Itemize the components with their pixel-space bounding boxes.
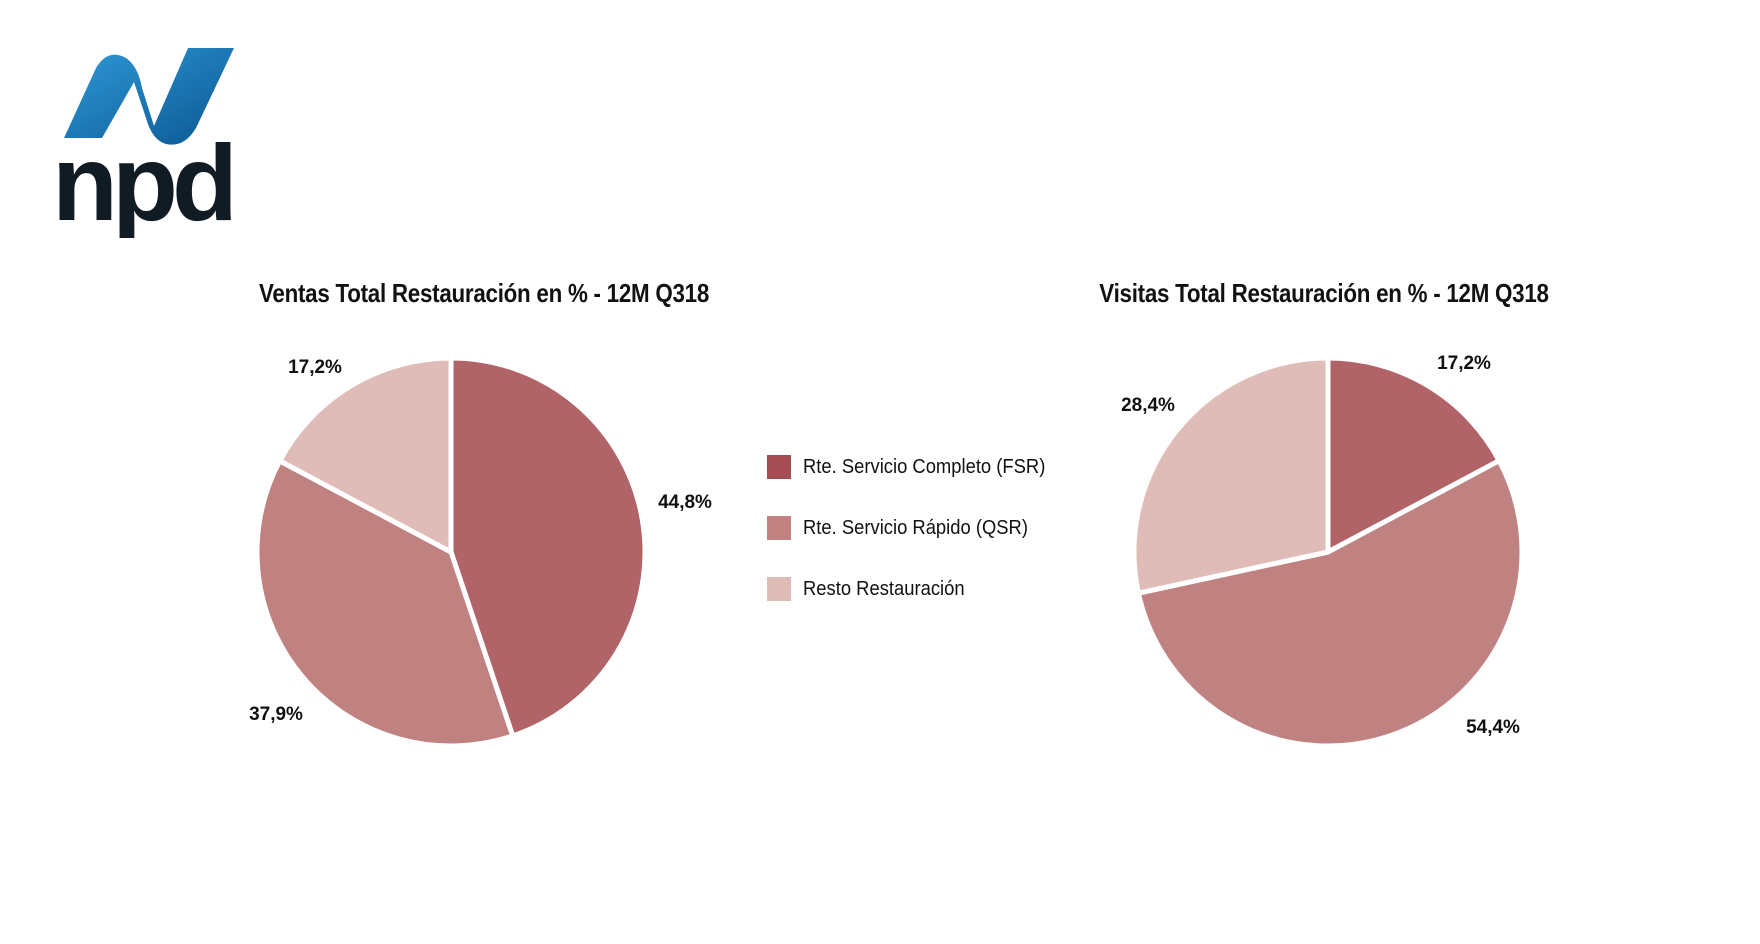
npd-logo: npd	[56, 48, 238, 238]
pie-slice-1-qsr	[1135, 458, 1525, 749]
legend-item-fsr: Rte. Servicio Completo (FSR)	[767, 455, 1066, 479]
pie-slice-0-qsr	[254, 458, 516, 749]
chart-title-visitas: Visitas Total Restauración en % - 12M Q3…	[1099, 278, 1549, 308]
pie-slice-0-fsr	[448, 355, 648, 739]
legend-swatch-qsr	[767, 516, 791, 540]
legend: Rte. Servicio Completo (FSR) Rte. Servic…	[767, 455, 1066, 638]
legend-label: Resto Restauración	[803, 577, 965, 600]
data-label-0-resto: 17,2%	[288, 357, 342, 378]
legend-swatch-fsr	[767, 455, 791, 479]
chart-title-ventas: Ventas Total Restauración en % - 12M Q31…	[258, 278, 710, 308]
legend-swatch-resto	[767, 577, 791, 601]
pie-slice-1-fsr	[1325, 355, 1502, 555]
legend-label: Rte. Servicio Rápido (QSR)	[803, 516, 1028, 539]
legend-label: Rte. Servicio Completo (FSR)	[803, 455, 1046, 478]
legend-item-resto: Resto Restauración	[767, 577, 1066, 601]
data-label-1-fsr: 17,2%	[1437, 353, 1491, 374]
pie-slice-1-resto	[1131, 355, 1331, 596]
data-label-1-resto: 28,4%	[1121, 395, 1175, 416]
data-label-1-qsr: 54,4%	[1466, 717, 1520, 738]
legend-item-qsr: Rte. Servicio Rápido (QSR)	[767, 516, 1066, 540]
pie-slice-0-resto	[277, 355, 454, 555]
data-label-0-qsr: 37,9%	[249, 704, 303, 725]
svg-text:npd: npd	[56, 122, 232, 238]
data-label-0-fsr: 44,8%	[658, 492, 712, 513]
